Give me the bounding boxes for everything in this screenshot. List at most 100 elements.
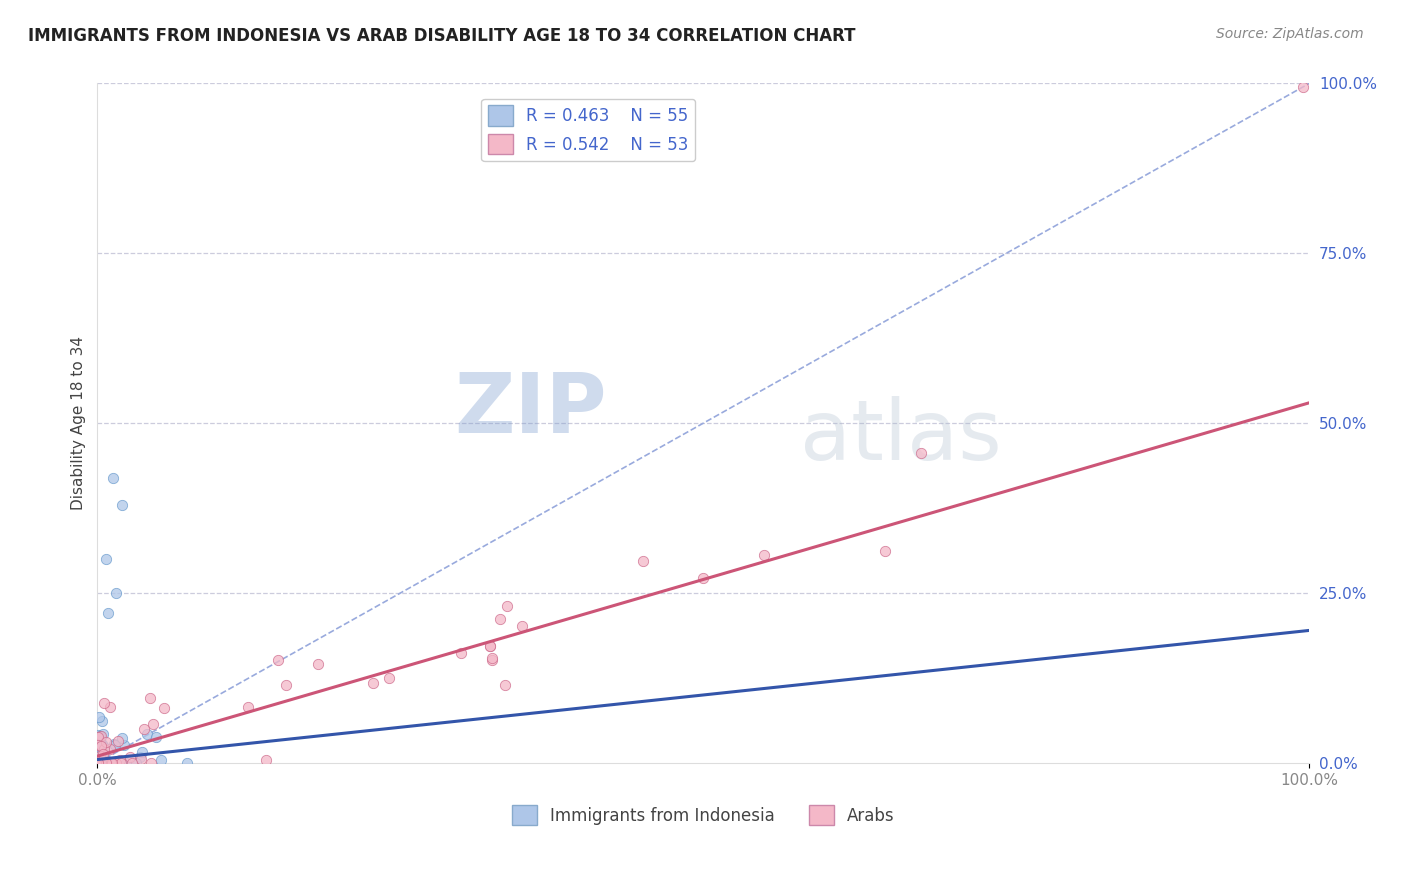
Point [91,744,114,758]
Point [752,548,775,562]
Point [94,734,117,748]
Point [87,730,110,744]
Point [494,678,516,692]
Text: ZIP: ZIP [454,369,606,450]
Point [129,752,152,766]
Text: IMMIGRANTS FROM INDONESIA VS ARAB DISABILITY AGE 18 TO 34 CORRELATION CHART: IMMIGRANTS FROM INDONESIA VS ARAB DISABI… [28,27,856,45]
Point [87,756,110,770]
Point [111,731,134,745]
Point [450,646,472,660]
Point [86,738,108,752]
Point [87,728,110,742]
Text: Source: ZipAtlas.com: Source: ZipAtlas.com [1216,27,1364,41]
Point [86,756,108,770]
Point [96,756,118,770]
Point [145,730,167,744]
Point [103,737,125,751]
Point [153,700,176,714]
Point [139,756,162,770]
Point [90,756,112,770]
Point [91,747,114,761]
Point [86,733,108,747]
Point [98,700,121,714]
Point [478,639,501,653]
Point [90,744,112,758]
Point [89,756,111,770]
Point [87,756,110,770]
Y-axis label: Disability Age 18 to 34: Disability Age 18 to 34 [72,336,86,510]
Legend: Immigrants from Indonesia, Arabs: Immigrants from Indonesia, Arabs [505,798,901,832]
Point [89,756,111,770]
Point [91,737,114,751]
Point [1292,79,1315,94]
Point [110,498,132,512]
Point [489,612,512,626]
Point [98,742,121,756]
Point [86,750,108,764]
Point [104,738,127,752]
Point [86,747,108,761]
Point [176,756,198,770]
Point [86,756,108,770]
Point [86,756,108,770]
Point [94,756,117,770]
Point [276,678,298,692]
Point [87,755,110,769]
Point [89,742,111,756]
Point [481,651,503,665]
Text: atlas: atlas [800,396,1002,477]
Point [90,756,112,770]
Point [254,753,277,767]
Point [100,756,122,770]
Point [89,732,111,747]
Point [93,742,115,756]
Point [125,756,148,770]
Point [86,756,108,770]
Point [87,756,110,770]
Point [108,754,131,768]
Point [495,599,517,613]
Point [104,756,127,770]
Point [115,756,138,770]
Point [90,729,112,743]
Point [86,732,108,747]
Point [307,657,329,671]
Point [87,756,110,770]
Point [142,717,165,731]
Point [89,729,111,743]
Point [91,727,114,741]
Point [90,739,112,753]
Point [129,749,152,764]
Point [86,756,108,770]
Point [89,756,111,770]
Point [97,607,120,621]
Point [100,756,122,770]
Point [150,753,173,767]
Point [377,671,399,685]
Point [91,747,114,762]
Point [361,675,384,690]
Point [100,756,122,770]
Point [86,731,108,745]
Point [101,470,124,484]
Point [236,700,259,714]
Point [90,714,112,728]
Point [89,748,111,763]
Point [139,690,162,705]
Point [910,446,932,460]
Point [267,653,290,667]
Point [873,544,896,558]
Point [120,750,142,764]
Point [112,738,135,752]
Point [692,571,714,585]
Point [110,756,132,770]
Point [86,738,108,752]
Point [97,756,120,770]
Point [510,619,533,633]
Point [94,552,117,566]
Point [481,653,503,667]
Point [86,756,108,770]
Point [121,756,143,770]
Point [96,756,118,770]
Point [93,696,115,710]
